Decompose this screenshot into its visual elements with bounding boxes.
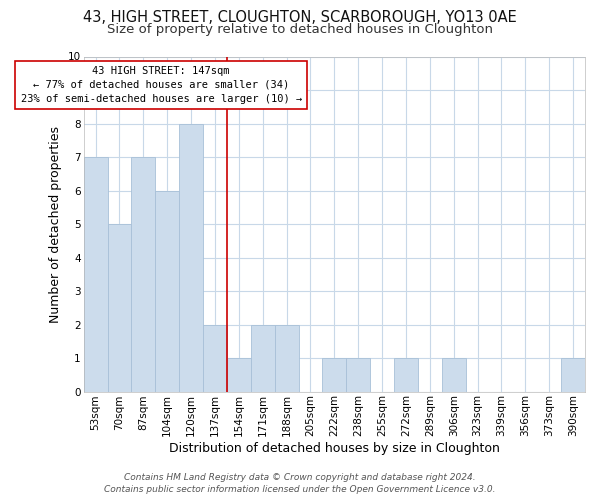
Bar xyxy=(346,358,370,392)
Bar xyxy=(394,358,418,392)
Bar xyxy=(275,324,299,392)
Bar xyxy=(155,190,179,392)
Bar xyxy=(107,224,131,392)
Bar xyxy=(442,358,466,392)
Bar xyxy=(83,157,107,392)
Bar xyxy=(561,358,585,392)
Bar xyxy=(131,157,155,392)
X-axis label: Distribution of detached houses by size in Cloughton: Distribution of detached houses by size … xyxy=(169,442,500,455)
Text: 43 HIGH STREET: 147sqm
← 77% of detached houses are smaller (34)
23% of semi-det: 43 HIGH STREET: 147sqm ← 77% of detached… xyxy=(20,66,302,104)
Bar xyxy=(322,358,346,392)
Bar xyxy=(203,324,227,392)
Text: Contains HM Land Registry data © Crown copyright and database right 2024.
Contai: Contains HM Land Registry data © Crown c… xyxy=(104,472,496,494)
Bar xyxy=(251,324,275,392)
Bar xyxy=(227,358,251,392)
Y-axis label: Number of detached properties: Number of detached properties xyxy=(49,126,62,322)
Text: Size of property relative to detached houses in Cloughton: Size of property relative to detached ho… xyxy=(107,22,493,36)
Bar xyxy=(179,124,203,392)
Text: 43, HIGH STREET, CLOUGHTON, SCARBOROUGH, YO13 0AE: 43, HIGH STREET, CLOUGHTON, SCARBOROUGH,… xyxy=(83,10,517,25)
